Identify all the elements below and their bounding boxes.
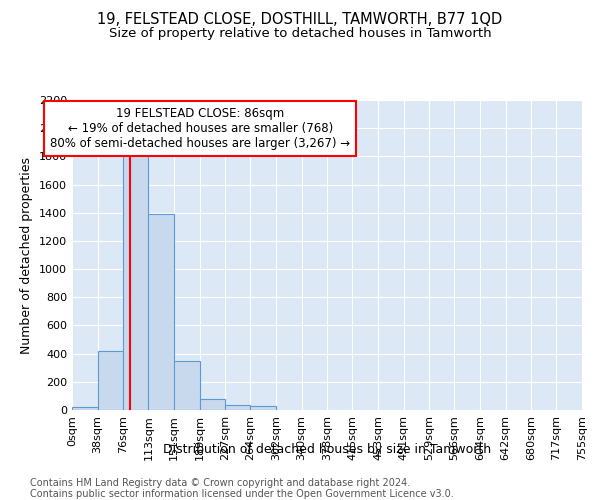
Text: 19 FELSTEAD CLOSE: 86sqm
← 19% of detached houses are smaller (768)
80% of semi-: 19 FELSTEAD CLOSE: 86sqm ← 19% of detach… <box>50 107 350 150</box>
Bar <box>200 398 226 410</box>
Bar <box>174 360 200 410</box>
Text: 19, FELSTEAD CLOSE, DOSTHILL, TAMWORTH, B77 1QD: 19, FELSTEAD CLOSE, DOSTHILL, TAMWORTH, … <box>97 12 503 28</box>
Text: Contains HM Land Registry data © Crown copyright and database right 2024.: Contains HM Land Registry data © Crown c… <box>30 478 410 488</box>
Bar <box>148 214 174 410</box>
Y-axis label: Number of detached properties: Number of detached properties <box>20 156 34 354</box>
Bar <box>226 405 250 410</box>
Text: Distribution of detached houses by size in Tamworth: Distribution of detached houses by size … <box>163 442 491 456</box>
Bar <box>98 351 124 410</box>
Text: Contains public sector information licensed under the Open Government Licence v3: Contains public sector information licen… <box>30 489 454 499</box>
Text: Size of property relative to detached houses in Tamworth: Size of property relative to detached ho… <box>109 28 491 40</box>
Bar <box>124 155 148 410</box>
Bar <box>250 406 276 410</box>
Bar <box>72 408 98 410</box>
